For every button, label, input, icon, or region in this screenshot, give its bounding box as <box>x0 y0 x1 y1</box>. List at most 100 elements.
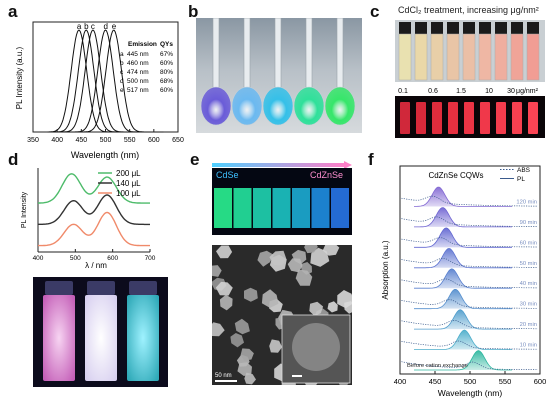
vial-body <box>478 33 492 81</box>
flask-neck <box>305 18 313 89</box>
panel-f-ylabel: Absorption (a.u.) <box>381 240 390 299</box>
panel-e-vial <box>233 188 252 228</box>
vial-uv-glow <box>512 102 522 134</box>
vial-cap <box>431 22 443 34</box>
vial-cap <box>415 22 427 34</box>
panel-c-scale-labels: 0.1 0.6 1.5 10 30 μg/nm² <box>395 83 545 95</box>
tem-nanoplatelet <box>257 250 274 267</box>
tem-nanoplatelet <box>219 294 233 311</box>
panel-f-abs-curve <box>401 237 538 248</box>
panel-c-scale-label: 30 <box>507 88 515 95</box>
flask-neck <box>336 18 344 89</box>
panel-f-pl-curve <box>414 247 512 269</box>
panel-f-xtick-label: 500 <box>464 377 477 386</box>
panel-e-vial <box>214 188 232 228</box>
panel-c-scale-label: 1.5 <box>456 88 466 95</box>
panel-f-xtick-label: 400 <box>394 377 407 386</box>
panel-f-legend-label: PL <box>517 176 525 183</box>
vial-uv-glow <box>448 102 458 134</box>
tem-nanoplatelet <box>216 245 233 259</box>
panel-a-legend-key-c: c <box>120 69 124 76</box>
cuvette-cap <box>87 281 115 295</box>
panel-f-series-label: 120 min <box>516 199 537 205</box>
panel-d-curve-0 <box>38 173 150 204</box>
panel-f-pl-fill <box>414 248 512 268</box>
panel-a-legend-key-e: e <box>120 87 124 94</box>
panel-a-legend-qy-header: QYs <box>160 41 173 48</box>
panel-e-scale-bar <box>215 380 237 382</box>
panel-f-series-label: 30 min <box>520 302 537 308</box>
tem-nanoplatelet <box>337 290 352 309</box>
panel-a-legend-qy-e: 60% <box>160 87 173 94</box>
panel-e-scale-bar-label: 50 nm <box>215 373 232 379</box>
tem-nanoplatelet <box>304 245 318 254</box>
panel-a-curve-label-e: e <box>112 22 117 31</box>
panel-e-cdse-label: CdSe <box>216 170 239 180</box>
flask-body <box>293 86 325 126</box>
cuvette-body <box>85 295 117 381</box>
cuvette-cap <box>45 281 73 295</box>
cuvette-body <box>127 295 159 381</box>
vial-cap <box>399 22 411 34</box>
panel-d-legend-label: 200 μL <box>116 169 141 178</box>
vial-body <box>526 33 540 81</box>
panel-b-letter: b <box>188 2 199 21</box>
tem-nanoplatelet <box>215 281 233 296</box>
panel-a-legend-key-a: a <box>120 51 124 58</box>
panel-a-legend-emission-a: 445 nm <box>127 51 149 58</box>
vial-cap <box>511 22 523 34</box>
panel-f-pl-fill <box>414 289 512 309</box>
panel-d-legend-label: 100 μL <box>116 189 141 198</box>
panel-a-legend-emission-c: 474 nm <box>127 69 149 76</box>
panel-a-curve-e <box>47 29 164 133</box>
panel-a-xtick-label: 400 <box>51 137 63 144</box>
panel-d-cuvette-photo <box>33 277 168 387</box>
tem-nanoplatelet <box>212 265 222 277</box>
panel-d-legend-label: 140 μL <box>116 179 141 188</box>
panel-b-flask-photo <box>196 18 362 133</box>
panel-f-series-label: 10 min <box>520 343 537 349</box>
panel-e-letter: e <box>190 150 200 169</box>
panel-f-pl-fill <box>414 350 512 370</box>
panel-a-legend-emission-e: 517 nm <box>127 87 149 94</box>
flask-body <box>262 86 294 126</box>
cuvette-cap <box>129 281 157 295</box>
vial-body <box>510 33 524 81</box>
panel-e-vials-photo: CdSe CdZnSe <box>212 168 352 235</box>
tem-nanoplatelet <box>212 322 225 337</box>
panel-f-series-label: 60 min <box>520 240 537 246</box>
panel-d-letter: d <box>8 150 19 169</box>
panel-f-abs-curve <box>401 216 538 227</box>
panel-a-xtick-label: 500 <box>100 137 112 144</box>
vial-body <box>414 33 428 81</box>
panel-f-xlabel: Wavelength (nm) <box>438 388 503 398</box>
vial-uv-glow <box>496 102 506 134</box>
panel-a-legend-emission-header: Emission <box>128 41 157 48</box>
flask-neck <box>243 18 251 89</box>
tem-nanoplatelet <box>310 247 330 267</box>
tem-nanoplatelet <box>230 333 244 348</box>
panel-a-curve-label-c: c <box>91 22 95 31</box>
vial-uv-glow <box>480 102 490 134</box>
panel-a-legend-key-b: b <box>120 60 124 67</box>
panel-c-title: CdCl₂ treatment, increasing μg/nm² <box>398 5 539 15</box>
panel-f-pl-fill <box>414 207 512 227</box>
panel-d-ylabel: PL Intensity <box>21 191 28 228</box>
panel-f-pl-curve <box>414 329 512 350</box>
panel-a-xtick-label: 550 <box>124 137 136 144</box>
panel-e-cdznse-label: CdZnSe <box>310 170 344 180</box>
panel-f-letter: f <box>368 150 374 169</box>
panel-f-pl-fill <box>414 227 512 248</box>
panel-f-pl-curve <box>414 309 512 330</box>
panel-f-title: CdZnSe CQWs <box>428 171 483 180</box>
flask-body <box>231 86 263 126</box>
panel-c-scale-label: 10 <box>485 88 493 95</box>
tem-inset-particle <box>292 323 340 371</box>
panel-a-xtick-label: 350 <box>27 137 39 144</box>
vial-cap <box>463 22 475 34</box>
panel-f-xtick-label: 450 <box>429 377 442 386</box>
vial-body <box>446 33 460 81</box>
panel-a-legend-key-d: d <box>120 78 124 85</box>
panel-f-xtick-label: 550 <box>499 377 512 386</box>
